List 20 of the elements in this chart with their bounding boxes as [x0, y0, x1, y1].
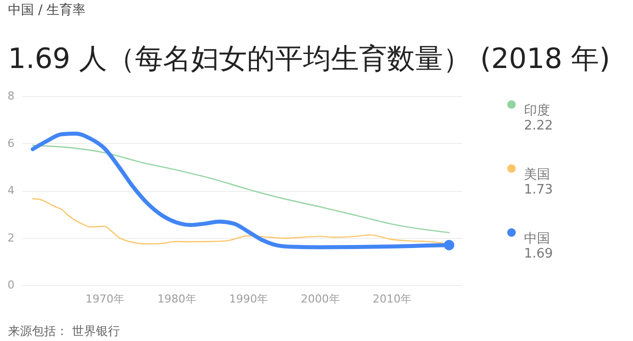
x-tick-label: 2010年 [372, 292, 412, 306]
y-tick-label: 2 [8, 231, 14, 244]
chart-title: 1.69 人（每名妇女的平均生育数量） (2018 年) [8, 42, 610, 75]
legend-label: 美国 [524, 166, 550, 182]
x-tick-label: 1970年 [86, 292, 125, 306]
text: 中国 / 生育率 [8, 2, 86, 18]
y-tick-label: 8 [8, 90, 14, 102]
text: 2.22 [524, 118, 553, 134]
y-tick-label: 6 [8, 136, 14, 150]
y-tick-label: 0 [8, 278, 14, 292]
x-tick-label: 1990年 [229, 292, 268, 306]
legend-label: 印度 [524, 102, 550, 118]
legend-label: 中国 [524, 232, 550, 246]
text: 1.73 [524, 182, 553, 198]
text: 1.69 [524, 246, 553, 262]
line-series [32, 144, 450, 234]
x-tick-label: 2000年 [300, 292, 340, 306]
text: 来源包括： 世界银行 [8, 324, 120, 338]
y-tick-label: 4 [8, 184, 14, 197]
x-tick-label: 1980年 [157, 292, 196, 306]
